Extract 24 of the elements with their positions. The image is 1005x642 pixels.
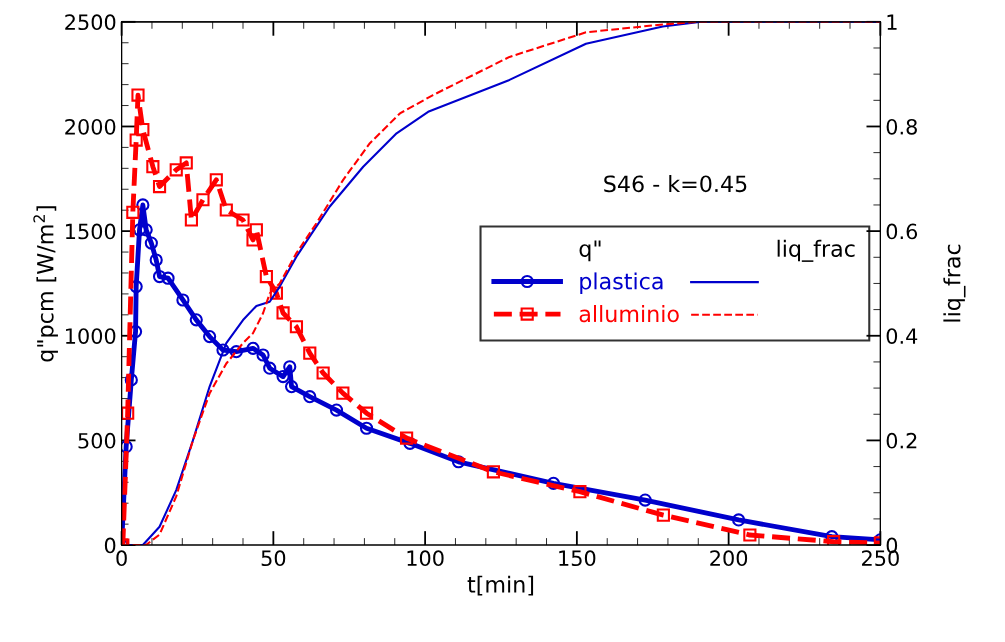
y-tick-label: 500 [78,432,116,449]
y2-tick-label: 1 [887,14,897,30]
y2-tick-label: 0.2 [886,432,917,449]
x-tick-label: 150 [559,550,596,567]
y2-tick-label: 0.8 [886,118,917,135]
x-axis-title: t[min] [467,575,534,596]
legend-label: alluminio [579,305,679,323]
y2-axis-title: liq_frac [943,244,966,322]
y-axis-title: q"pcm [W/m$^{2}$] [33,206,58,362]
x-tick-label: 50 [261,550,286,567]
annotation: q" [579,240,601,262]
x-tick-label: 0 [116,550,127,567]
y2-tick-label: 0.4 [886,328,918,344]
y-tick-label: 2500 [65,14,116,31]
legend-label: plastica [580,272,663,294]
y2-tick-label: 0.6 [886,223,918,240]
y-tick-label: 1000 [66,328,116,344]
x-tick-label: 200 [710,550,748,567]
y-tick-label: 2000 [65,118,116,135]
x-tick-label: 100 [407,550,444,567]
annotation: S46 - k=0.45 [604,174,747,193]
y-tick-label: 0 [104,537,116,554]
annotation: liq_frac [777,239,855,262]
y-tick-label: 1500 [66,223,116,240]
